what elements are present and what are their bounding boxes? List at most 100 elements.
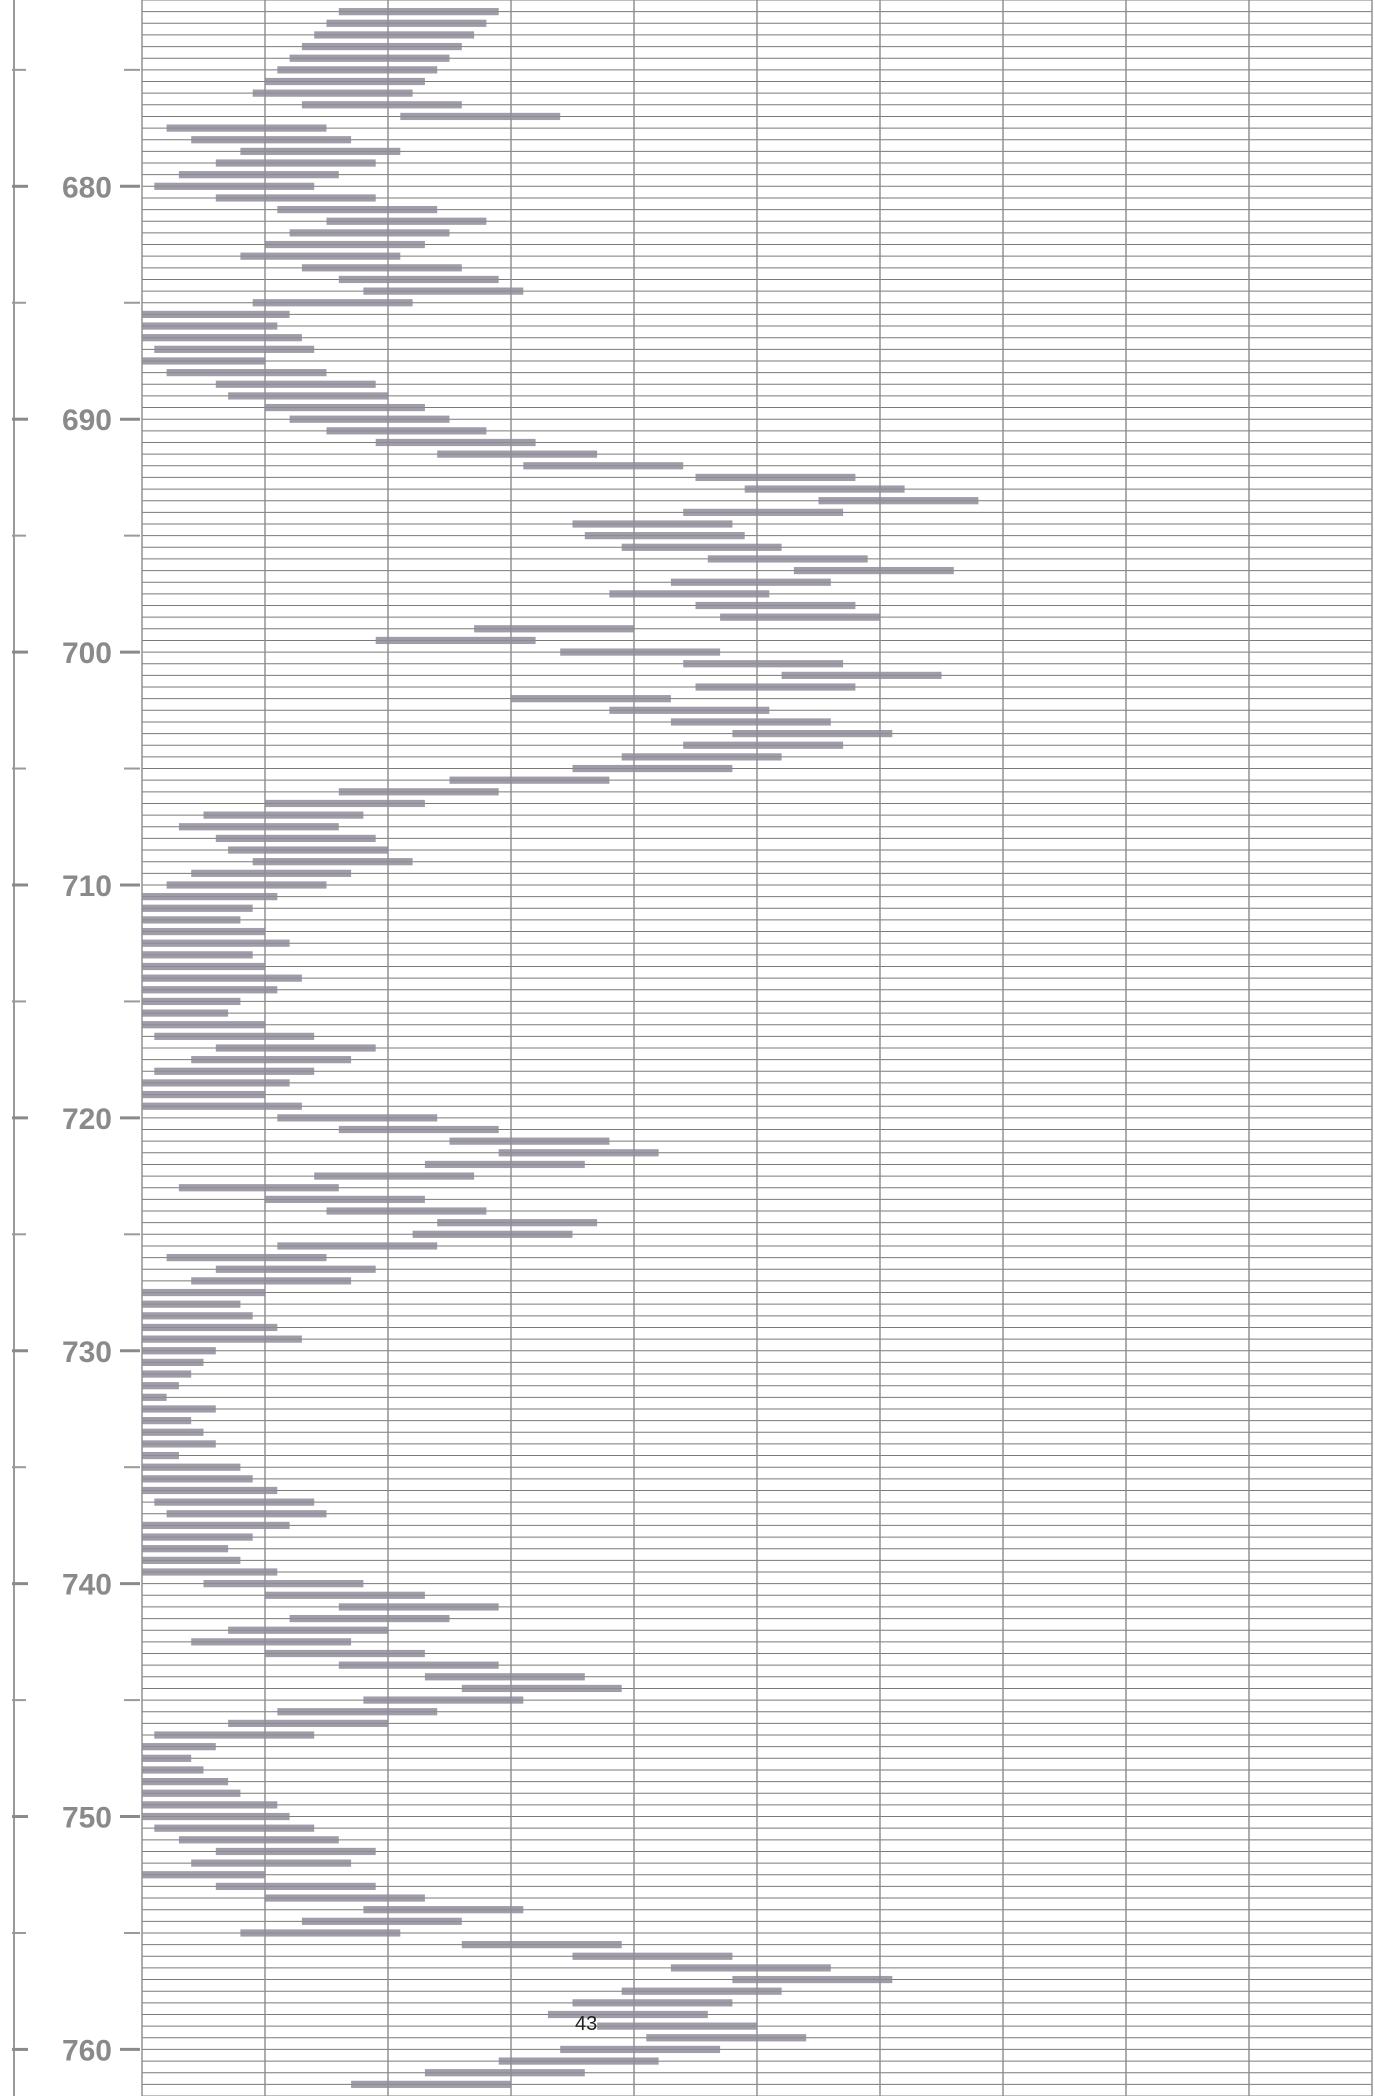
log-bar — [215, 380, 376, 388]
log-bar — [154, 1032, 315, 1040]
log-bar — [461, 1684, 622, 1693]
log-bar — [142, 1428, 204, 1436]
log-bar — [142, 893, 278, 901]
log-bar — [142, 1440, 216, 1448]
log-bar — [142, 1486, 278, 1495]
log-bar — [609, 590, 770, 598]
log-bar — [498, 2057, 659, 2065]
log-bar — [142, 916, 241, 924]
log-bar — [142, 1777, 229, 1786]
log-bar — [142, 322, 278, 330]
log-bar — [572, 520, 733, 528]
log-bar — [289, 1614, 450, 1623]
log-bar — [498, 1149, 659, 1157]
log-bar — [683, 741, 844, 749]
log-bar — [142, 1754, 192, 1762]
depth-tick-label: 680 — [62, 171, 112, 204]
log-bar — [142, 357, 265, 365]
log-bar — [781, 671, 942, 679]
log-bar — [215, 194, 376, 202]
log-bar — [154, 182, 315, 190]
log-bar — [252, 89, 413, 97]
log-bar — [215, 1882, 376, 1891]
log-bar — [338, 1661, 499, 1669]
log-bar — [277, 66, 438, 74]
log-bar — [793, 566, 954, 575]
log-bar — [154, 345, 315, 353]
depth-tick-label: 740 — [62, 1569, 112, 1602]
log-bar — [695, 601, 856, 610]
log-bar — [670, 1964, 831, 1972]
log-bar — [142, 1789, 241, 1797]
log-bar — [277, 205, 438, 214]
log-bar — [228, 392, 388, 400]
log-bar — [511, 695, 671, 703]
log-bar — [289, 54, 450, 62]
log-bar — [142, 974, 302, 982]
log-bar — [523, 462, 684, 470]
log-bar — [252, 858, 413, 866]
log-bar — [338, 275, 499, 284]
log-bar — [265, 799, 425, 808]
log-bar — [142, 1801, 278, 1809]
log-bar — [215, 159, 376, 167]
log-bar — [142, 1312, 253, 1320]
log-bar — [597, 2022, 757, 2030]
log-bar — [326, 427, 487, 435]
log-bar — [142, 904, 253, 912]
log-bar — [363, 1906, 524, 1914]
log-bar — [142, 1382, 179, 1390]
log-bar — [363, 1696, 524, 1704]
log-bar — [142, 951, 253, 959]
log-bar — [449, 776, 610, 784]
log-bar — [142, 939, 290, 947]
log-bar — [437, 450, 598, 458]
log-bar — [191, 1638, 352, 1646]
log-bar — [572, 1999, 733, 2007]
log-bar — [142, 1358, 204, 1367]
log-bar — [363, 287, 524, 295]
log-bar — [142, 1871, 265, 1879]
log-bar — [314, 31, 475, 39]
log-bar — [338, 1603, 499, 1611]
log-bar — [142, 1009, 229, 1017]
log-bar — [215, 1847, 376, 1856]
log-bar — [142, 1347, 216, 1355]
log-bar — [191, 869, 352, 877]
log-bar — [314, 1172, 475, 1180]
log-bar — [142, 927, 265, 936]
log-bar — [400, 112, 561, 121]
log-bar — [154, 1498, 315, 1506]
log-bar — [142, 1021, 265, 1029]
depth-tick-label: 750 — [62, 1802, 112, 1835]
log-bar — [228, 846, 388, 854]
depth-tick-label: 700 — [62, 637, 112, 670]
log-bar — [351, 2080, 511, 2088]
log-bar — [424, 2069, 585, 2077]
log-bar — [621, 543, 782, 551]
log-bar — [720, 613, 880, 621]
log-bar — [621, 1987, 782, 1995]
log-bar — [142, 1556, 241, 1564]
log-bar — [142, 1393, 167, 1401]
log-bar — [215, 834, 376, 843]
log-bar — [338, 788, 499, 796]
log-bar — [437, 1219, 598, 1227]
log-bar — [424, 1160, 585, 1169]
log-bar — [338, 8, 499, 16]
log-bar — [547, 2010, 708, 2019]
log-bar — [215, 1265, 376, 1273]
log-bar — [154, 1824, 315, 1832]
log-bar — [154, 1067, 315, 1075]
log-bar — [449, 1137, 610, 1145]
log-bar — [166, 1253, 327, 1262]
log-bar — [301, 42, 462, 51]
log-bar — [191, 1056, 352, 1064]
log-bar — [277, 1242, 438, 1250]
log-bar — [203, 811, 364, 819]
log-bar — [191, 1277, 352, 1285]
log-bar — [301, 1917, 462, 1925]
log-bar — [265, 240, 425, 249]
log-bar — [203, 1580, 364, 1588]
log-bar — [142, 1370, 192, 1378]
